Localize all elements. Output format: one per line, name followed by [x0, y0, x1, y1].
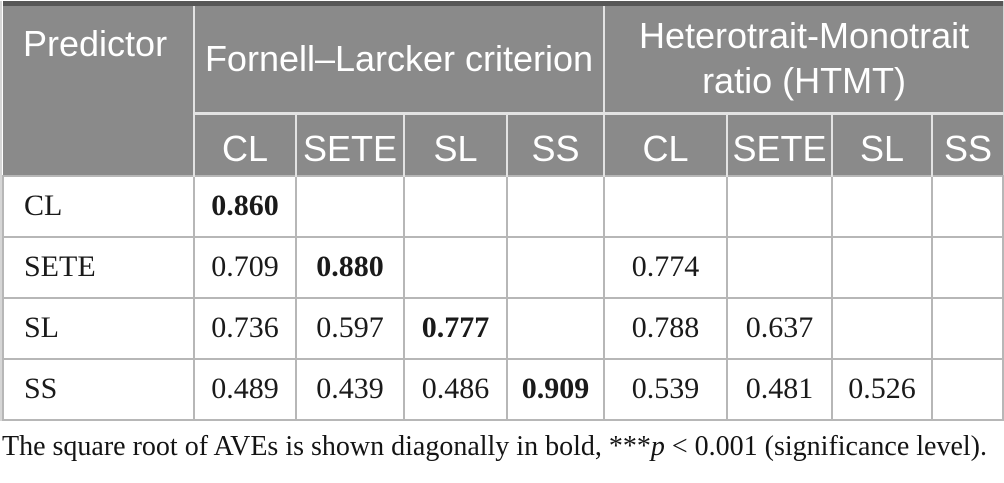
row-label-sl: SL [2, 296, 195, 360]
row-label-sete: SETE [2, 235, 195, 299]
sub-header-row: CL SETE SL SS CL SETE SL SS [3, 113, 1004, 176]
value-cell: 0.489 [193, 357, 297, 421]
col-header-htmt-cl: CL [603, 113, 728, 176]
value-cell: 0.788 [603, 296, 729, 360]
value-cell: 0.539 [603, 357, 729, 421]
value-cell [295, 174, 405, 238]
value-cell [931, 357, 1004, 421]
group-header-row: Predictor Fornell–Larcker criterion Hete… [3, 3, 1004, 176]
footnote-text: < 0.001 (significance level). [664, 430, 987, 462]
table-footnote: The square root of AVEs is shown diagona… [2, 431, 1004, 463]
row-label-ss: SS [2, 357, 195, 421]
value-cell [831, 174, 934, 238]
table-body: CL 0.860 SETE 0.709 0.880 0.774 [2, 174, 1004, 421]
value-cell [931, 296, 1004, 360]
table-frame: Predictor Fornell–Larcker criterion Hete… [0, 1, 1004, 421]
value-cell: 0.736 [193, 296, 297, 360]
table-row-sl: SL 0.736 0.597 0.777 0.788 0.637 [2, 296, 1004, 360]
col-header-fl-cl: CL [193, 113, 296, 176]
footnote-p-symbol: p [650, 430, 665, 462]
value-cell: 0.439 [295, 357, 405, 421]
value-cell [505, 296, 606, 360]
value-cell [726, 174, 834, 238]
value-cell [726, 235, 834, 299]
value-cell [831, 235, 934, 299]
value-cell [403, 174, 508, 238]
value-cell: 0.637 [726, 296, 834, 360]
group-header-fornell-larcker: Fornell–Larcker criterion [192, 3, 605, 115]
value-cell [831, 296, 934, 360]
value-cell: 0.774 [603, 235, 729, 299]
col-header-fl-sl: SL [403, 113, 507, 176]
footnote-text: The square root of AVEs is shown diagona… [2, 430, 651, 462]
value-cell: 0.860 [193, 174, 297, 238]
discriminant-validity-table: Predictor Fornell–Larcker criterion Hete… [2, 1, 1004, 421]
group-header-htmt: Heterotrait-Monotrait ratio (HTMT) [603, 3, 1004, 115]
col-header-htmt-ss: SS [931, 113, 1004, 176]
value-cell [403, 235, 508, 299]
value-cell: 0.880 [295, 235, 405, 299]
row-label-cl: CL [2, 174, 195, 238]
value-cell [505, 174, 606, 238]
value-cell: 0.486 [403, 357, 508, 421]
value-cell: 0.481 [726, 357, 834, 421]
value-cell: 0.909 [505, 357, 606, 421]
value-cell: 0.526 [831, 357, 934, 421]
value-cell: 0.777 [403, 296, 508, 360]
col-header-fl-sete: SETE [295, 113, 404, 176]
value-cell [931, 174, 1004, 238]
value-cell [505, 235, 606, 299]
value-cell [931, 235, 1004, 299]
table-row-ss: SS 0.489 0.439 0.486 0.909 0.539 0.481 0… [2, 357, 1004, 421]
table-figure: Predictor Fornell–Larcker criterion Hete… [0, 1, 1004, 463]
value-cell: 0.597 [295, 296, 405, 360]
col-header-htmt-sete: SETE [726, 113, 833, 176]
predictor-header: Predictor [3, 3, 195, 176]
table-row-sete: SETE 0.709 0.880 0.774 [2, 235, 1004, 299]
value-cell [603, 174, 729, 238]
col-header-htmt-sl: SL [831, 113, 933, 176]
table-header: Predictor Fornell–Larcker criterion Hete… [3, 3, 1004, 176]
table-row-cl: CL 0.860 [2, 174, 1004, 238]
value-cell: 0.709 [193, 235, 297, 299]
col-header-fl-ss: SS [505, 113, 605, 176]
